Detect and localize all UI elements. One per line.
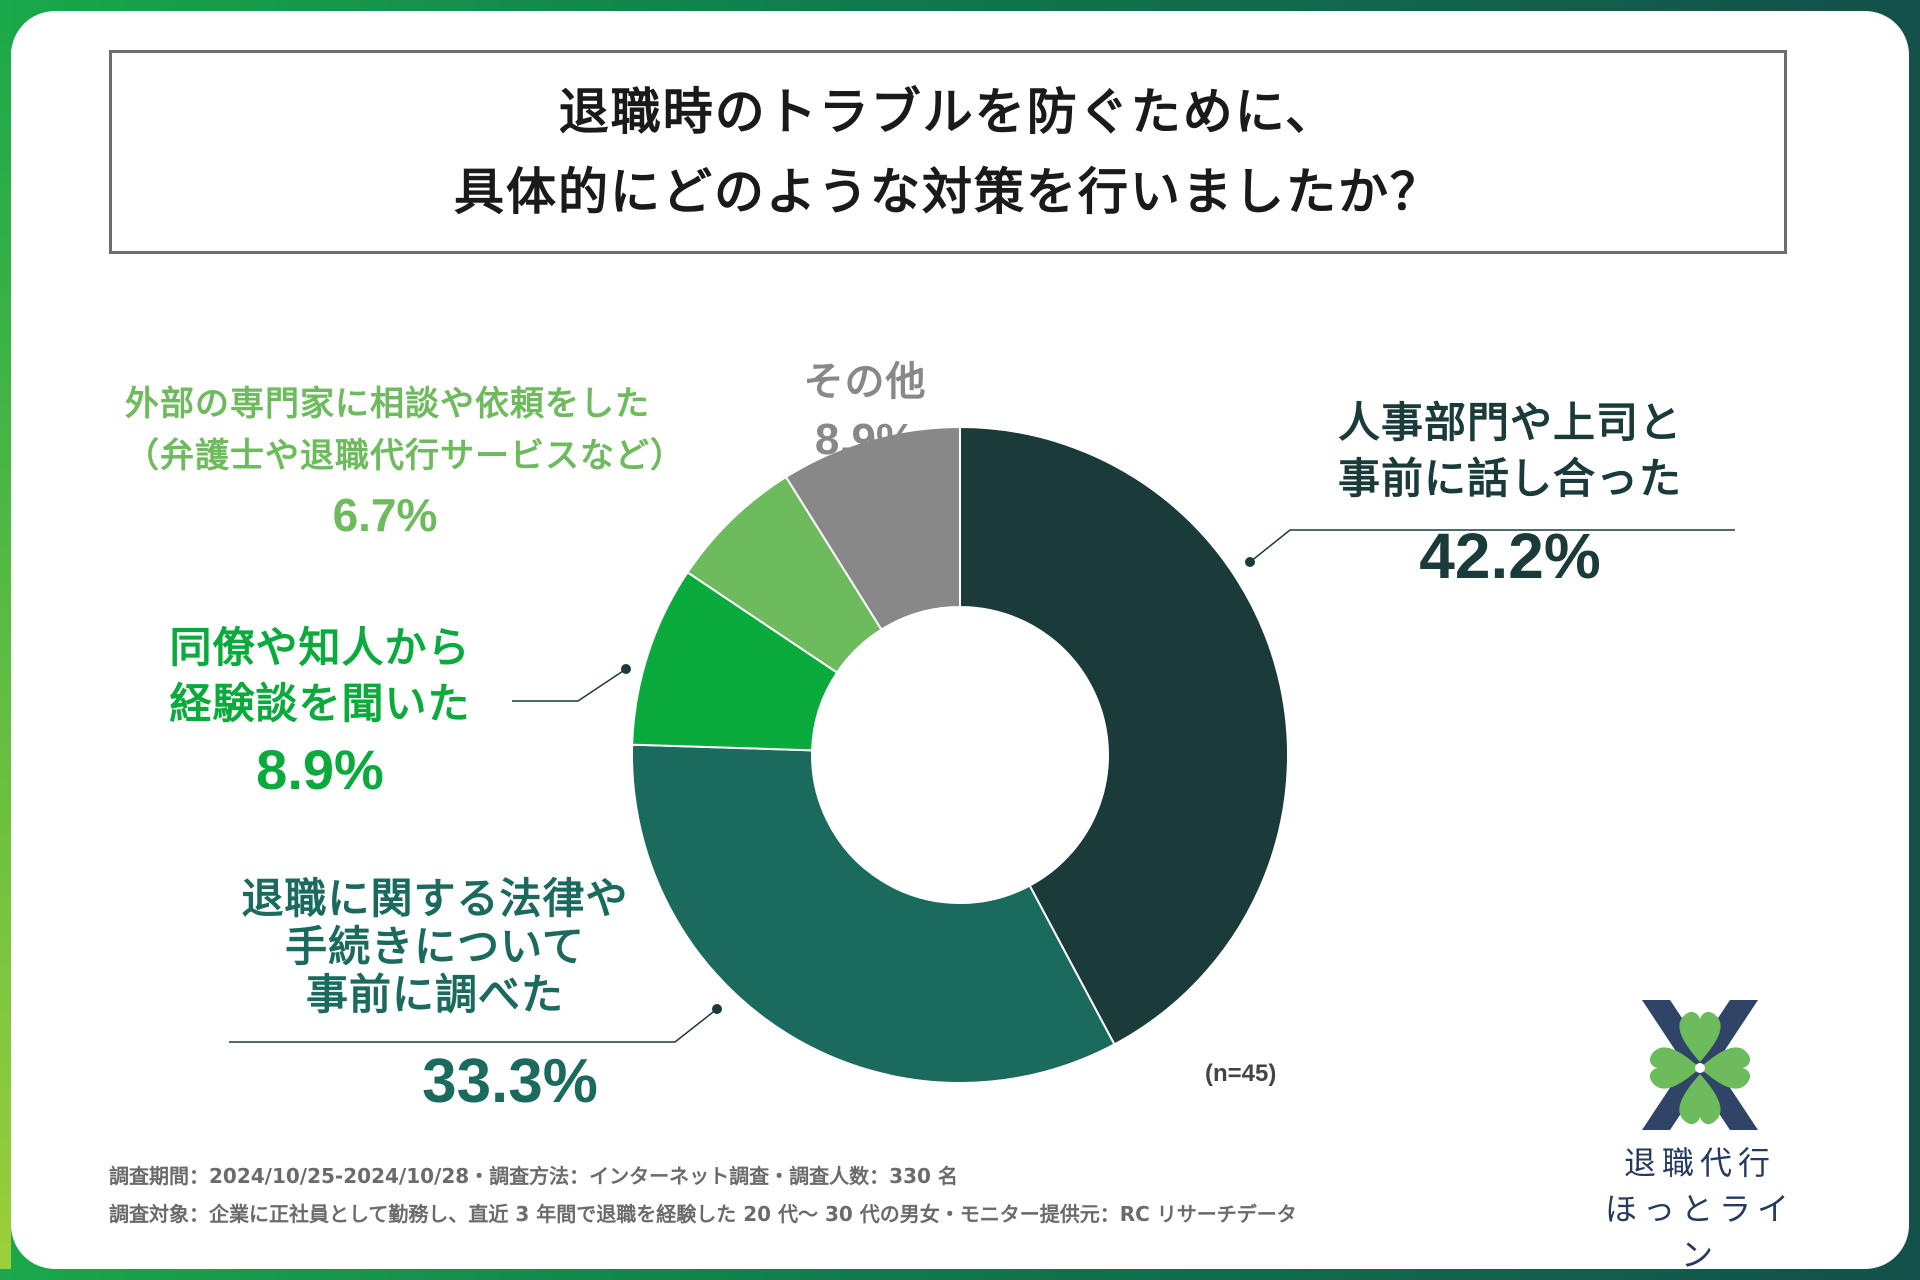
sample-size-label: (n=45) [1205, 1060, 1277, 1087]
label-law-line-2: 手続きについて [285, 922, 585, 971]
brand-line-1: 退職代行 [1623, 1144, 1776, 1182]
label-colleague: 同僚や知人から 経験談を聞いた 8.9% [130, 620, 510, 808]
label-law: 退職に関する法律や 手続きについて 事前に調べた [210, 875, 660, 1019]
slice-other [784, 425, 961, 631]
label-law-line-3: 事前に調べた [305, 970, 564, 1019]
label-expert-percent: 6.7% [332, 489, 438, 541]
brand-line-2: ほっとライン [1604, 1190, 1795, 1274]
title-box: 退職時のトラブルを防ぐために、 具体的にどのような対策を行いましたか？ [109, 50, 1787, 254]
label-other-percent: 8.9% [814, 415, 916, 464]
left-gradient-bar [0, 11, 11, 1269]
label-colleague-line-1: 同僚や知人から [169, 623, 471, 672]
label-colleague-line-2: 経験談を聞いた [169, 679, 471, 728]
title-line-2: 具体的にどのような対策を行いましたか？ [454, 163, 1442, 221]
label-law-line-1: 退職に関する法律や [241, 874, 629, 923]
brand-logo-icon [1642, 1000, 1758, 1130]
brand-text: 退職代行 ほっとライン [1590, 1140, 1810, 1278]
footer-line-2: 調査対象：企業に正社員として勤務し、直近 3 年間で退職を経験した 20 代〜 … [109, 1202, 1297, 1226]
label-hr-percent: 42.2% [1419, 520, 1601, 592]
label-expert-line-1: 外部の専門家に相談や依頼をした [125, 384, 650, 424]
leader-line-colleague [512, 668, 627, 702]
label-law-percent: 33.3% [422, 1047, 598, 1116]
leader-line-hr [1249, 529, 1735, 563]
leader-dot-hr [1245, 557, 1255, 567]
footer-line-1: 調査期間：2024/10/25-2024/10/28・調査方法：インターネット調… [109, 1164, 958, 1188]
label-colleague-percent: 8.9% [256, 738, 384, 801]
leader-dot-law [712, 1004, 722, 1014]
label-law-percent-box: 33.3% [360, 1042, 660, 1122]
label-hr-line-2: 事前に話し合った [1337, 454, 1682, 503]
leader-line-law [229, 1008, 718, 1043]
label-expert-line-2: （弁護士や退職代行サービスなど） [125, 436, 685, 476]
title-line-1: 退職時のトラブルを防ぐために、 [558, 83, 1338, 141]
slice-law-research [631, 743, 1116, 1084]
label-hr: 人事部門や上司と 事前に話し合った 42.2% [1290, 395, 1730, 601]
leader-dot-colleague [621, 664, 631, 674]
slice-hr-discussion [959, 425, 1289, 1046]
label-other: その他 8.9% [780, 355, 950, 471]
label-hr-line-1: 人事部門や上司と [1337, 398, 1682, 447]
label-expert: 外部の専門家に相談や依頼をした （弁護士や退職代行サービスなど） 6.7% [125, 378, 685, 548]
label-other-line-1: その他 [803, 359, 927, 405]
